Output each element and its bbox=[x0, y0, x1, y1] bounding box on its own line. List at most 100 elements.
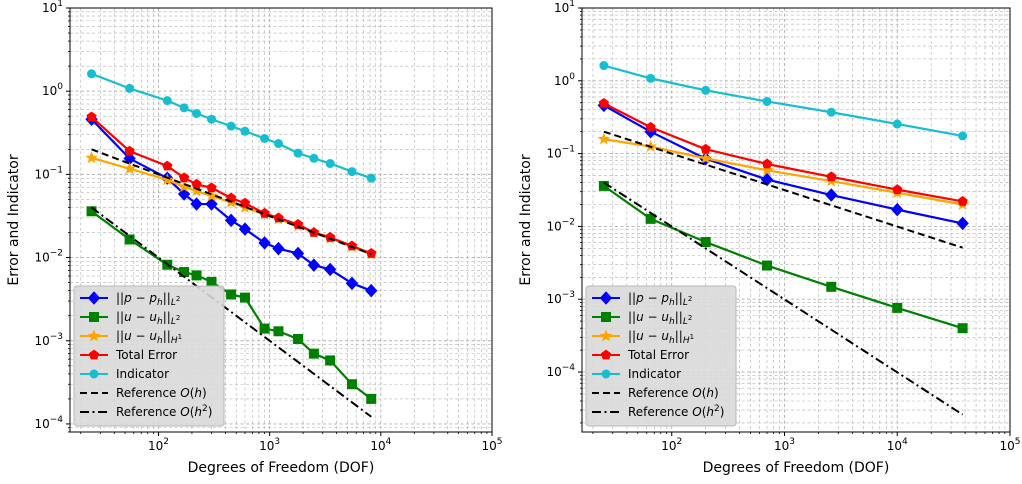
legend-label-total_error: Total Error bbox=[115, 348, 177, 362]
tick-exponent: −1 bbox=[50, 165, 63, 175]
legend-norm-sup: 2 bbox=[688, 295, 692, 303]
data-point-velocity_l2 bbox=[293, 333, 304, 344]
legend-variable: u bbox=[661, 310, 669, 324]
data-point-velocity_h1 bbox=[123, 162, 136, 175]
legend-norm-bar: || bbox=[628, 291, 636, 305]
legend-norm-name: H bbox=[171, 336, 178, 346]
tick-exponent: 4 bbox=[902, 437, 908, 447]
tick-exponent: 4 bbox=[386, 437, 392, 447]
legend-subscript: h bbox=[157, 298, 163, 308]
legend-paren: ( bbox=[190, 405, 195, 419]
tick-base: 10 bbox=[34, 334, 49, 348]
data-point-velocity_l2 bbox=[826, 281, 837, 292]
data-point-indicator bbox=[273, 139, 283, 149]
series-line-pressure_l2 bbox=[603, 104, 963, 225]
legend-label-indicator: Indicator bbox=[628, 367, 681, 381]
data-point-total_error bbox=[826, 171, 837, 182]
series-line-ref_h2 bbox=[603, 181, 964, 416]
tick-exponent: 0 bbox=[569, 72, 575, 82]
data-point-indicator bbox=[207, 114, 217, 124]
legend-label-ref_h: Reference O(h) bbox=[116, 386, 207, 400]
y-tick-label: 10−3 bbox=[34, 332, 63, 348]
legend-norm-sup: 2 bbox=[176, 314, 180, 322]
y-tick-label: 10−1 bbox=[34, 165, 63, 181]
data-point-pressure_l2 bbox=[891, 202, 904, 217]
tick-base: 10 bbox=[546, 292, 561, 306]
data-point-indicator bbox=[646, 73, 656, 83]
legend-label-velocity_l2: ||u − uh||L2 bbox=[628, 310, 692, 327]
data-point-indicator bbox=[599, 61, 609, 71]
tick-exponent: 3 bbox=[789, 437, 795, 447]
y-axis-label: Error and Indicator bbox=[518, 154, 534, 285]
legend-math: O bbox=[180, 386, 189, 400]
data-point-velocity_l2 bbox=[366, 393, 377, 404]
legend-label-ref_h2: Reference O(h2) bbox=[628, 404, 724, 419]
tick-base: 10 bbox=[546, 219, 561, 233]
tick-exponent: 0 bbox=[57, 82, 63, 92]
y-tick-label: 10−4 bbox=[34, 415, 63, 431]
legend-math: O bbox=[692, 386, 701, 400]
data-point-total_error bbox=[124, 145, 135, 156]
tick-exponent: 5 bbox=[497, 437, 503, 447]
data-point-indicator bbox=[87, 69, 97, 79]
legend-text: Reference bbox=[628, 386, 692, 400]
legend-norm-sup: 2 bbox=[176, 295, 180, 303]
tick-exponent: −3 bbox=[50, 332, 63, 342]
data-point-indicator bbox=[958, 131, 968, 141]
y-tick-label: 10−1 bbox=[546, 145, 575, 161]
data-point-velocity_l2 bbox=[206, 276, 217, 287]
data-point-pressure_l2 bbox=[238, 222, 252, 236]
legend-variable: u bbox=[124, 329, 132, 343]
tick-base: 10 bbox=[546, 365, 561, 379]
legend-superscript: 2 bbox=[202, 404, 208, 414]
legend-operator: − bbox=[132, 291, 150, 305]
tick-exponent: −4 bbox=[50, 415, 64, 425]
legend-marker-velocity_h1 bbox=[87, 329, 101, 342]
legend-norm-bar: || bbox=[163, 291, 171, 305]
data-point-indicator bbox=[240, 126, 250, 136]
data-point-total_error bbox=[598, 97, 610, 108]
legend-marker-indicator bbox=[89, 369, 99, 379]
data-point-velocity_l2 bbox=[645, 213, 656, 224]
legend-box bbox=[73, 285, 225, 427]
tick-exponent: 1 bbox=[569, 0, 575, 9]
legend-variable: p bbox=[148, 291, 157, 305]
tick-base: 10 bbox=[887, 439, 902, 453]
tick-base: 10 bbox=[370, 439, 385, 453]
tick-base: 10 bbox=[42, 84, 57, 98]
legend-operator: − bbox=[132, 329, 150, 343]
legend-paren: ( bbox=[190, 386, 195, 400]
data-point-velocity_h1 bbox=[699, 151, 712, 164]
legend-norm-sup: 1 bbox=[690, 333, 694, 341]
legend-paren: ) bbox=[714, 386, 719, 400]
tick-base: 10 bbox=[34, 417, 49, 431]
tick-base: 10 bbox=[34, 167, 49, 181]
data-point-velocity_l2 bbox=[226, 289, 237, 300]
legend-norm-name: L bbox=[683, 298, 688, 308]
y-tick-label: 100 bbox=[554, 72, 575, 88]
x-tick-label: 104 bbox=[370, 437, 391, 453]
data-point-indicator bbox=[226, 121, 236, 131]
legend-operator: − bbox=[644, 310, 662, 324]
tick-base: 10 bbox=[554, 1, 569, 15]
legend-label-pressure_l2: ||p − ph||L2 bbox=[628, 291, 692, 308]
tick-base: 10 bbox=[148, 439, 163, 453]
legend-variable: u bbox=[124, 310, 132, 324]
data-point-velocity_l2 bbox=[124, 234, 135, 245]
data-point-pressure_l2 bbox=[956, 216, 969, 231]
data-point-pressure_l2 bbox=[323, 262, 337, 277]
series-line-ref_h bbox=[603, 130, 963, 249]
legend-label-pressure_l2: ||p − ph||L2 bbox=[116, 291, 180, 308]
data-point-total_error bbox=[206, 182, 217, 193]
legend-norm-name: L bbox=[171, 298, 176, 308]
data-point-pressure_l2 bbox=[291, 246, 305, 261]
legend-norm-name: L bbox=[683, 317, 688, 327]
data-point-indicator bbox=[179, 103, 189, 113]
tick-exponent: 3 bbox=[274, 437, 280, 447]
tick-exponent: −2 bbox=[562, 217, 575, 227]
legend-paren: ) bbox=[720, 405, 725, 419]
legend-label-ref_h2: Reference O(h2) bbox=[116, 404, 212, 419]
legend-label-total_error: Total Error bbox=[627, 348, 689, 362]
legend-marker-total_error bbox=[600, 349, 612, 360]
data-point-indicator bbox=[701, 85, 711, 95]
